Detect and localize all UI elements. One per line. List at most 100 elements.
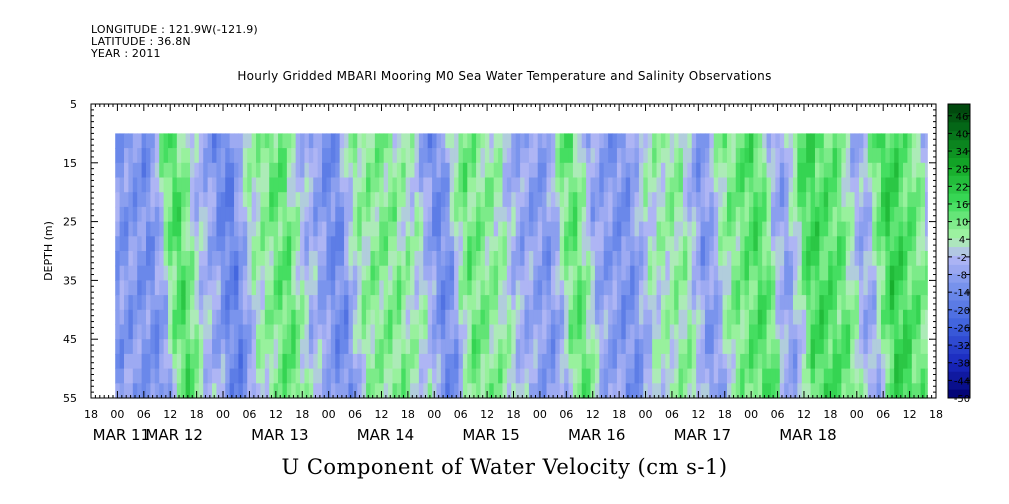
- heatmap-cell: [282, 148, 288, 164]
- heatmap-cell: [141, 280, 147, 296]
- heatmap-cell: [392, 251, 398, 267]
- heatmap-cell: [616, 324, 622, 340]
- heatmap-cell: [621, 265, 627, 281]
- heatmap-cell: [264, 309, 270, 326]
- heatmap-cell: [449, 162, 455, 179]
- heatmap-cell: [625, 177, 631, 193]
- heatmap-cell: [238, 383, 244, 399]
- heatmap-cell: [471, 339, 477, 355]
- heatmap-cell: [124, 309, 130, 326]
- heatmap-cell: [317, 295, 323, 311]
- heatmap-cell: [704, 236, 710, 252]
- heatmap-cell: [445, 133, 451, 149]
- heatmap-cell: [141, 148, 147, 164]
- heatmap-cell: [370, 280, 376, 296]
- heatmap-cell: [709, 206, 715, 223]
- heatmap-cell: [462, 280, 468, 296]
- colorbar-label: 10: [956, 218, 969, 229]
- heatmap-cell: [880, 383, 886, 399]
- heatmap-cell: [154, 339, 160, 355]
- heatmap-cell: [286, 309, 292, 326]
- heatmap-cell: [687, 265, 693, 281]
- heatmap-cell: [819, 353, 825, 370]
- heatmap-cell: [841, 206, 847, 223]
- heatmap-cell: [656, 353, 662, 370]
- heatmap-cell: [528, 177, 534, 193]
- heatmap-cell: [238, 309, 244, 326]
- heatmap-cell: [568, 353, 574, 370]
- heatmap-cell: [379, 383, 385, 399]
- heatmap-cell: [269, 353, 275, 370]
- heatmap-cell: [660, 353, 666, 370]
- heatmap-cell: [361, 177, 367, 193]
- heatmap-cell: [300, 251, 306, 267]
- heatmap-cell: [696, 221, 702, 237]
- heatmap-cell: [326, 177, 332, 193]
- heatmap-cell: [132, 265, 138, 281]
- heatmap-cell: [889, 177, 895, 193]
- heatmap-cell: [225, 280, 231, 296]
- heatmap-cell: [128, 133, 134, 149]
- heatmap-cell: [704, 295, 710, 311]
- heatmap-cell: [643, 148, 649, 164]
- heatmap-cell: [550, 162, 556, 179]
- heatmap-cell: [876, 353, 882, 370]
- heatmap-cell: [577, 265, 583, 281]
- heatmap-cell: [339, 206, 345, 223]
- heatmap-cell: [374, 133, 380, 149]
- heatmap-cell: [190, 133, 196, 149]
- heatmap-cell: [300, 148, 306, 164]
- heatmap-cell: [260, 339, 266, 355]
- heatmap-cell: [445, 221, 451, 237]
- heatmap-cell: [559, 368, 565, 384]
- heatmap-cell: [247, 383, 253, 399]
- heatmap-cell: [295, 339, 301, 355]
- heatmap-cell: [128, 309, 134, 326]
- heatmap-cell: [282, 280, 288, 296]
- heatmap-cell: [379, 368, 385, 384]
- heatmap-cell: [317, 148, 323, 164]
- heatmap-cell: [454, 383, 460, 399]
- heatmap-cell: [432, 265, 438, 281]
- heatmap-cell: [480, 265, 486, 281]
- heatmap-cell: [643, 162, 649, 179]
- heatmap-cell: [203, 309, 209, 326]
- heatmap-cell: [348, 383, 354, 399]
- heatmap-cell: [467, 265, 473, 281]
- heatmap-cell: [379, 221, 385, 237]
- heatmap-cell: [361, 192, 367, 208]
- heatmap-cell: [665, 339, 671, 355]
- heatmap-cell: [652, 133, 658, 149]
- heatmap-cell: [454, 148, 460, 164]
- heatmap-cell: [753, 324, 759, 340]
- heatmap-cell: [207, 383, 213, 399]
- heatmap-cell: [264, 353, 270, 370]
- heatmap-cell: [621, 368, 627, 384]
- heatmap-cell: [300, 206, 306, 223]
- heatmap-cell: [128, 206, 134, 223]
- heatmap-cell: [295, 236, 301, 252]
- heatmap-cell: [770, 133, 776, 149]
- heatmap-cell: [902, 221, 908, 237]
- heatmap-cell: [476, 221, 482, 237]
- heatmap-cell: [203, 295, 209, 311]
- x-tick-label: 06: [876, 408, 890, 421]
- heatmap-cell: [854, 383, 860, 399]
- x-tick-label: 06: [771, 408, 785, 421]
- heatmap-cell: [273, 192, 279, 208]
- heatmap-cell: [643, 295, 649, 311]
- heatmap-cell: [678, 236, 684, 252]
- heatmap-cell: [493, 353, 499, 370]
- heatmap-cell: [806, 309, 812, 326]
- heatmap-cell: [432, 251, 438, 267]
- heatmap-cell: [520, 265, 526, 281]
- heatmap-cell: [770, 339, 776, 355]
- heatmap-cell: [687, 192, 693, 208]
- heatmap-cell: [740, 309, 746, 326]
- heatmap-cell: [854, 353, 860, 370]
- heatmap-cell: [203, 265, 209, 281]
- heatmap-cell: [766, 177, 772, 193]
- heatmap-cell: [194, 251, 200, 267]
- heatmap-cell: [678, 368, 684, 384]
